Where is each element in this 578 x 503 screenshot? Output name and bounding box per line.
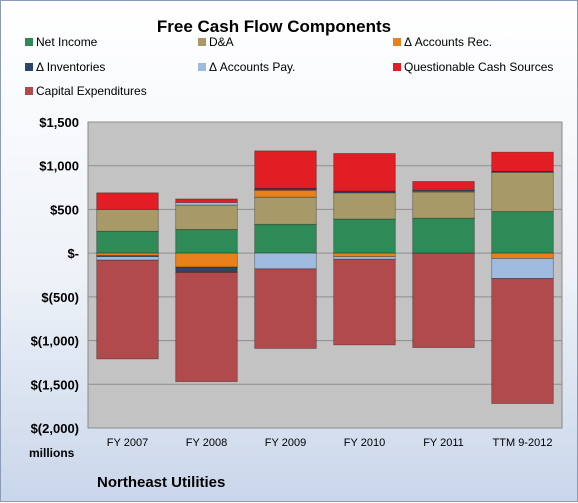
bar-questionable-cash-sources-fy-2010 xyxy=(333,153,396,192)
y-tick-label: $- xyxy=(67,246,79,261)
legend-label-accounts-pay: Δ Accounts Pay. xyxy=(209,60,296,74)
legend-swatch-inventories xyxy=(25,63,33,71)
legend-label-questionable-cash-sources: Questionable Cash Sources xyxy=(404,60,553,74)
bar-capital-expenditures-fy-2008 xyxy=(175,271,238,383)
legend-swatch-capital-expenditures xyxy=(25,87,33,95)
x-tick-label: FY 2010 xyxy=(344,437,385,449)
bar-accounts-rec-ttm-9-2012 xyxy=(491,252,554,259)
y-tick-label: $(500) xyxy=(41,290,79,305)
legend-label-inventories: Δ Inventories xyxy=(36,60,105,74)
bar-capital-expenditures-fy-2010 xyxy=(333,258,396,346)
y-tick-label: $1,500 xyxy=(39,115,79,130)
x-tick-label: FY 2009 xyxy=(265,437,306,449)
legend-label-d-a: D&A xyxy=(209,35,234,49)
bar-capital-expenditures-ttm-9-2012 xyxy=(491,278,554,404)
bar-d-a-ttm-9-2012 xyxy=(491,171,554,213)
y-axis-ticks: $(2,000) $(1,500) $(1,000) $(500) $- $500 $1,0… xyxy=(31,115,79,436)
bar-questionable-cash-sources-fy-2009 xyxy=(254,150,317,189)
legend-swatch-accounts-rec xyxy=(393,38,401,46)
plot-area xyxy=(87,121,563,429)
legend-label-capital-expenditures: Capital Expenditures xyxy=(36,84,147,98)
legend-swatch-d-a xyxy=(198,38,206,46)
bar-questionable-cash-sources-fy-2007 xyxy=(96,192,159,210)
bar-net-income-fy-2007 xyxy=(96,230,159,254)
y-tick-label: $500 xyxy=(50,202,79,217)
y-tick-label: $1,000 xyxy=(39,159,79,174)
y-tick-label: $(2,000) xyxy=(31,421,79,436)
legend-swatch-accounts-pay xyxy=(198,63,206,71)
bar-questionable-cash-sources-fy-2011 xyxy=(412,181,475,190)
x-tick-label: FY 2008 xyxy=(186,437,227,449)
gridlines xyxy=(88,121,562,429)
bar-d-a-fy-2007 xyxy=(96,209,159,232)
x-tick-label: TTM 9-2012 xyxy=(493,437,553,449)
legend-label-net-income: Net Income xyxy=(36,35,98,49)
bar-d-a-fy-2008 xyxy=(175,204,238,230)
bar-d-a-fy-2009 xyxy=(254,196,317,225)
bar-accounts-rec-fy-2009 xyxy=(254,189,317,198)
legend-swatch-questionable-cash-sources xyxy=(393,63,401,71)
y-tick-label: $(1,500) xyxy=(31,377,79,392)
x-tick-label: FY 2007 xyxy=(107,437,148,449)
company-name: Northeast Utilities xyxy=(97,474,225,491)
bar-net-income-fy-2010 xyxy=(333,218,396,254)
legend-label-accounts-rec: Δ Accounts Rec. xyxy=(404,35,492,49)
bar-questionable-cash-sources-ttm-9-2012 xyxy=(491,151,554,172)
bar-d-a-fy-2010 xyxy=(333,192,396,220)
bar-accounts-rec-fy-2008 xyxy=(175,252,238,268)
x-axis-ticks: FY 2007 FY 2008 FY 2009 FY 2010 FY 2011 TTM 9… xyxy=(107,437,553,449)
bar-net-income-ttm-9-2012 xyxy=(491,211,554,254)
y-tick-label: $(1,000) xyxy=(31,334,79,349)
bar-capital-expenditures-fy-2009 xyxy=(254,268,317,349)
legend-swatch-net-income xyxy=(25,38,33,46)
bar-questionable-cash-sources-fy-2008 xyxy=(175,198,238,203)
bar-capital-expenditures-fy-2011 xyxy=(412,252,475,348)
bar-net-income-fy-2009 xyxy=(254,223,317,254)
bars xyxy=(96,150,554,404)
bar-d-a-fy-2011 xyxy=(412,191,475,219)
bar-accounts-pay-fy-2007 xyxy=(96,256,159,261)
legend: Net Income D&A Δ Accounts Rec. Δ Inventorie… xyxy=(25,35,553,98)
bar-net-income-fy-2011 xyxy=(412,217,475,254)
x-tick-label: FY 2011 xyxy=(423,437,464,449)
bar-capital-expenditures-fy-2007 xyxy=(96,259,159,360)
bar-net-income-fy-2008 xyxy=(175,229,238,254)
bar-inventories-fy-2008 xyxy=(175,266,238,273)
y-axis-unit-label: millions xyxy=(29,446,75,460)
chart-title: Free Cash Flow Components xyxy=(157,17,391,36)
bar-accounts-rec-fy-2010 xyxy=(333,252,396,258)
bar-accounts-pay-fy-2009 xyxy=(254,252,317,270)
bar-accounts-pay-ttm-9-2012 xyxy=(491,257,554,279)
